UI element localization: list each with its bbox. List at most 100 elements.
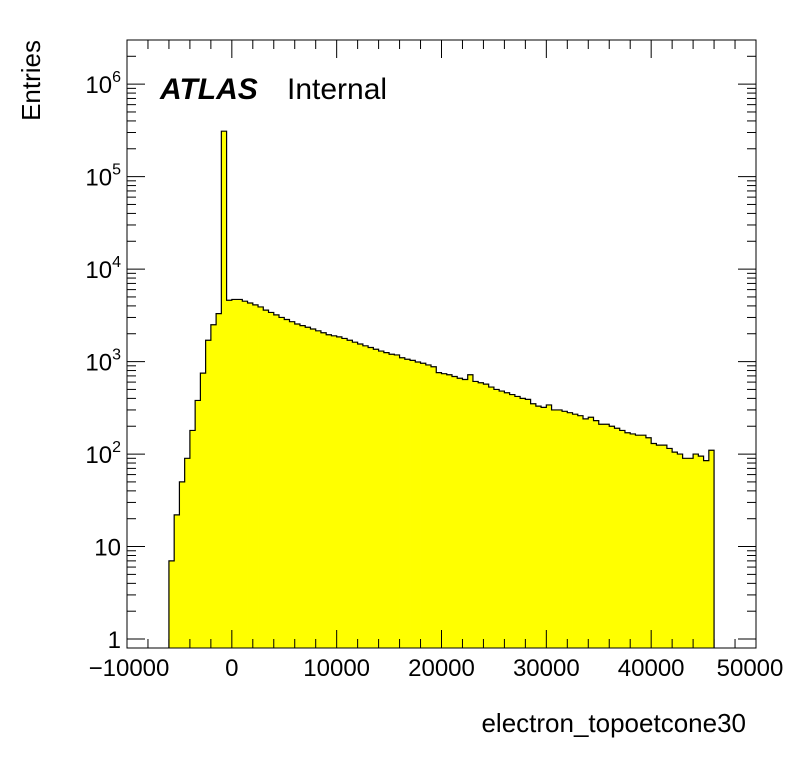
histogram-bin [394,354,400,648]
histogram-bin [362,345,369,648]
histogram-bin [483,384,490,648]
histogram-bin [645,437,652,648]
histogram-bin [258,306,264,648]
histogram-bin [289,321,296,648]
histogram-bin [189,430,196,648]
histogram-bin [415,361,421,648]
y-tick-label: 105 [85,162,121,192]
histogram-bin [436,372,442,648]
histogram-bin [383,352,390,648]
histogram-bin [520,398,526,648]
histogram-bin [263,310,269,648]
histogram-bin [378,351,385,648]
histogram-bin [640,435,647,648]
x-tick-label: 40000 [618,655,685,682]
histogram-bin [588,417,594,648]
histogram-bin [614,428,621,648]
histogram-bin [583,418,589,648]
histogram-bin [205,340,212,648]
histogram-bin [174,514,180,648]
histogram-bin [672,452,678,648]
x-tick-label: 0 [225,655,238,682]
x-tick-label: 30000 [513,655,580,682]
histogram-bin [630,433,636,648]
histogram-bin [389,354,395,648]
histogram-bin [326,334,332,648]
histogram-bin [698,456,704,648]
histogram-bin [472,381,479,648]
histogram-bin [404,359,411,648]
histogram-bin [619,430,626,648]
histogram-bin [341,338,348,648]
x-tick-label: −10000 [89,655,170,682]
histogram-bin [551,409,558,648]
tick-labels: −10000 0 10000 20000 30000 40000 50000 1 10 102 10… [85,69,783,682]
histogram-bin [399,357,406,648]
histogram-bin [535,406,542,648]
histogram-bin [462,379,469,648]
y-tick-label: 104 [85,254,121,284]
histogram-bin [168,560,175,648]
histogram-bin [687,458,694,648]
histogram-bin [708,450,715,648]
histogram-bin [514,396,521,648]
histogram-bin [252,304,259,648]
histogram-bin [525,399,532,648]
histogram-bin [315,330,322,648]
histogram-bin [593,420,600,648]
histogram-bin [368,347,374,648]
histogram-bin [221,131,227,648]
histogram-bin [493,389,500,648]
histogram-bin [425,364,432,648]
x-tick-label: 10000 [303,655,370,682]
histogram-bin [499,391,505,648]
histogram-bin [577,415,584,648]
histogram-bin [242,301,248,648]
axis-ticks [126,39,757,648]
histogram-bin [273,314,280,648]
histogram-bin [237,299,243,648]
atlas-label: ATLAS [159,73,258,106]
histogram-bars [168,130,715,648]
histogram-bin [305,327,311,648]
histogram-bin [703,460,710,648]
histogram-bin [682,458,689,648]
histogram-bin [666,448,673,648]
histogram-bin [504,392,511,648]
histogram-bin [284,319,290,648]
histogram-bin [562,411,568,648]
histogram-bin [216,313,222,648]
histogram-bin [184,458,191,648]
internal-label: Internal [287,73,387,106]
histogram-bin [247,302,254,648]
y-tick-label: 106 [85,69,121,99]
histogram-bin [268,312,275,648]
histogram-bin [457,378,463,648]
histogram-bin [331,335,338,648]
histogram-bin [195,400,201,648]
histogram-bin [347,340,353,648]
x-tick-label: 20000 [408,655,475,682]
histogram-bin [446,374,453,648]
histogram-bin [567,412,573,648]
histogram-bin [357,343,364,648]
histogram-bin [509,394,516,648]
histogram-bin [451,376,458,648]
histogram-bin [410,360,416,648]
histogram-bin [624,432,631,648]
histogram-bin [488,387,495,648]
histogram-bin [226,300,233,648]
histogram-bin [310,329,317,648]
histogram-bin [635,435,642,648]
histogram-bin [210,324,217,648]
x-tick-label: 50000 [717,655,784,682]
histogram-bin [693,454,699,648]
histogram-bin [530,403,537,648]
y-tick-label: 10 [94,535,121,562]
histogram-bin [656,445,663,648]
histogram-bin [320,332,327,648]
histogram-bin [572,414,579,648]
histogram-bin [352,342,359,648]
histogram-bin [478,382,484,648]
